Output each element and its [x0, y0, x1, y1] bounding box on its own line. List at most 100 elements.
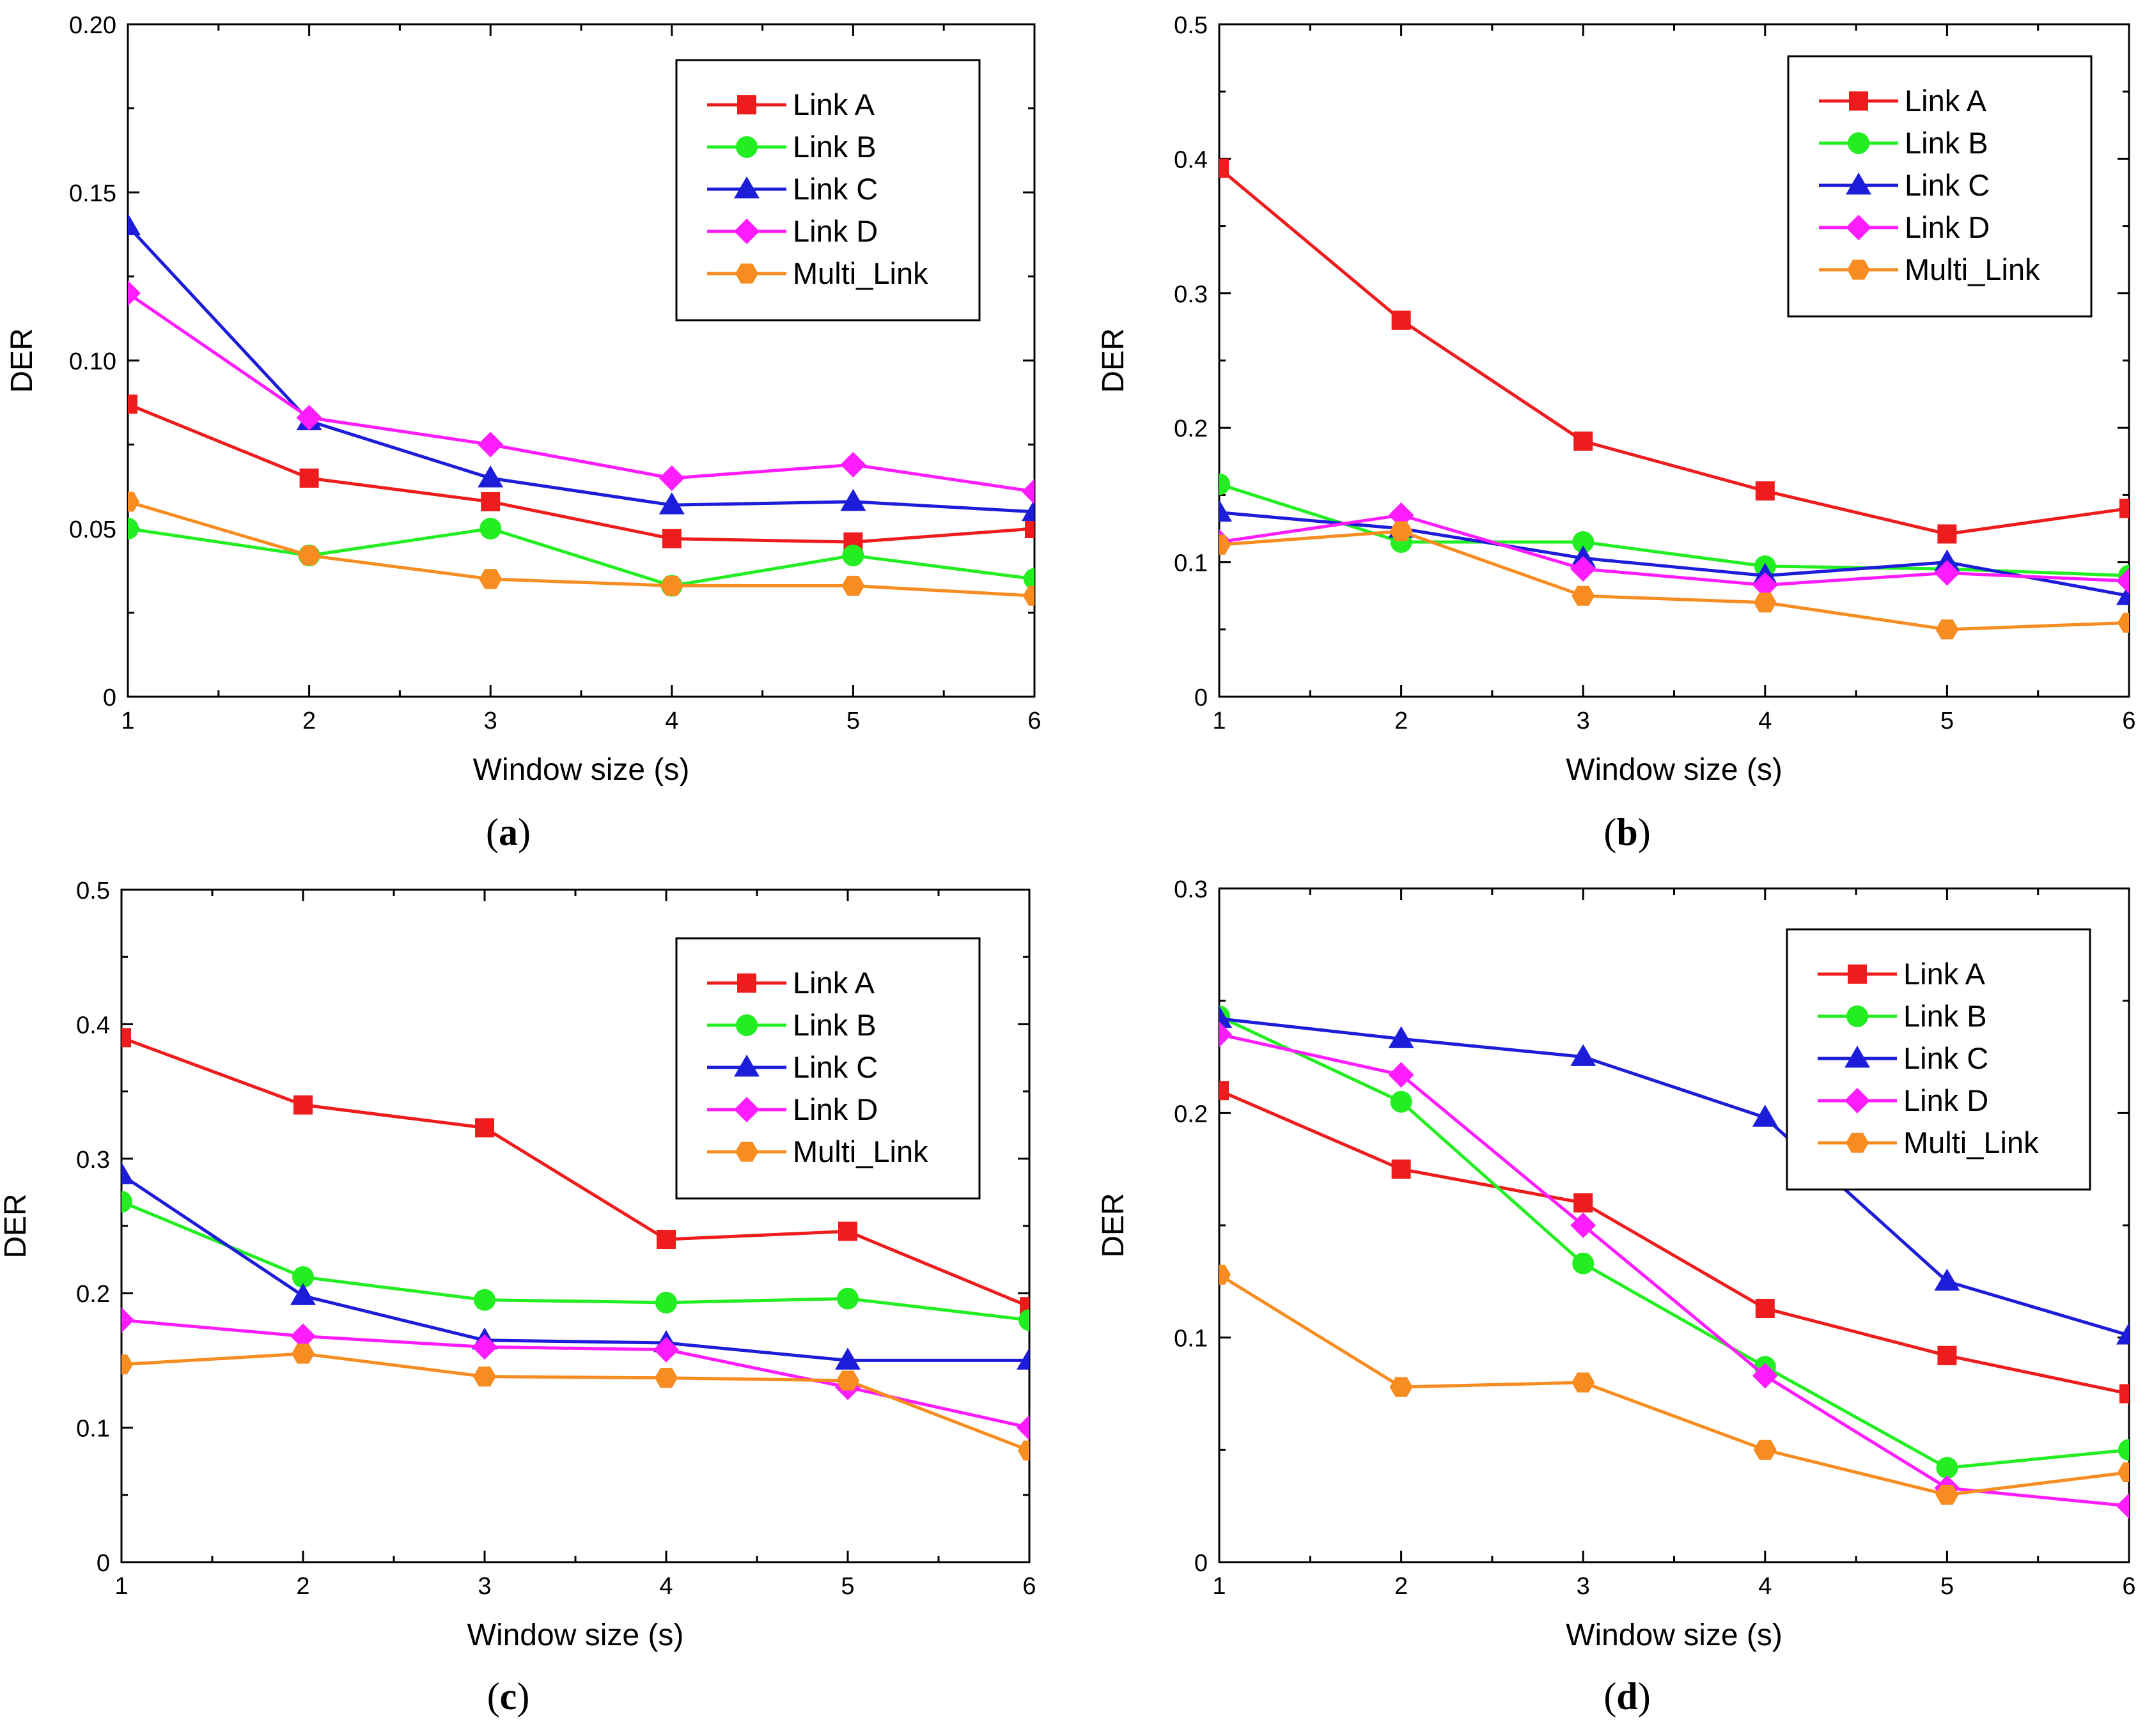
legend-item: Link B: [707, 130, 877, 164]
series-multi-link: [1219, 521, 2129, 640]
legend-label: Multi_Link: [793, 256, 928, 290]
legend-item: Link D: [1819, 210, 1990, 244]
legend-label: Multi_Link: [1905, 252, 2040, 286]
data-point: [662, 529, 682, 548]
data-point: [128, 394, 137, 414]
data-point: [1219, 534, 1231, 555]
data-point: [1752, 572, 1778, 598]
y-tick-label: 0.4: [76, 1012, 110, 1039]
data-point: [1934, 560, 1960, 586]
series-line: [1219, 1017, 2129, 1337]
data-point: [2118, 1439, 2129, 1461]
legend-item: Link C: [707, 1050, 878, 1084]
data-point: [2116, 583, 2129, 605]
data-point: [1753, 1439, 1777, 1460]
legend-label: Link C: [1903, 1041, 1988, 1075]
x-tick-label: 2: [296, 1573, 309, 1600]
plot-area: [1219, 1005, 2129, 1519]
x-tick-label: 4: [1758, 1573, 1772, 1600]
data-point: [1219, 159, 1229, 178]
series-line: [1219, 513, 2129, 587]
y-tick-label: 0.2: [1174, 1101, 1208, 1128]
y-tick-label: 0: [103, 685, 116, 711]
x-tick-label: 6: [1022, 1573, 1036, 1600]
series-link-c: [1219, 499, 2129, 605]
chart-d: 1 2 3 4 5 6 0 0.1 0.2 0.3 Window size (s) DER Link A…: [1096, 876, 2136, 1652]
series-line: [1219, 1014, 2129, 1469]
data-point: [836, 1370, 859, 1391]
data-point: [1936, 1457, 1958, 1479]
y-tick-label: 0.1: [1174, 550, 1208, 577]
series-line: [1219, 1273, 2129, 1497]
data-point: [128, 492, 139, 512]
data-point: [1573, 1193, 1593, 1213]
legend-label: Link D: [1905, 210, 1990, 244]
x-tick-label: 2: [1394, 1573, 1408, 1600]
series-multi-link: [128, 492, 1034, 606]
data-point: [1391, 1159, 1411, 1179]
legend-item: Link C: [707, 172, 878, 206]
series-multi-link: [121, 1344, 1029, 1461]
data-point: [2116, 568, 2129, 594]
y-tick-label: 0.2: [1174, 415, 1208, 442]
series-line: [121, 1036, 1029, 1308]
legend-swatch-marker: [1845, 1046, 1870, 1068]
legend-swatch-marker: [736, 136, 758, 158]
chart-c: 1 2 3 4 5 6 0 0.1 0.2 0.3 0.4 0.5 Window size (s) DER…: [0, 878, 1036, 1652]
legend-label: Link C: [1905, 168, 1990, 202]
data-point: [2116, 1493, 2129, 1519]
legend-item: Link B: [1819, 126, 1988, 160]
y-tick-label: 0.15: [69, 180, 116, 207]
data-point: [296, 405, 322, 431]
data-point: [1219, 473, 1230, 495]
x-tick-label: 5: [1940, 1573, 1954, 1600]
legend-item: Link A: [707, 966, 875, 1000]
data-point: [1937, 1345, 1957, 1365]
data-point: [290, 1323, 316, 1349]
data-point: [481, 492, 501, 511]
legend: Link A Link B Link C Link D Multi_Link: [1787, 55, 2093, 318]
chart-panel-c: 1 2 3 4 5 6 0 0.1 0.2 0.3 0.4 0.5 Window size (s) DER…: [0, 868, 1072, 1736]
data-point: [290, 1283, 316, 1305]
data-point: [840, 488, 866, 511]
series-line: [121, 1318, 1029, 1430]
legend-label: Link A: [1905, 84, 1987, 118]
data-point: [1023, 585, 1034, 606]
y-tick-label: 0.5: [76, 878, 110, 904]
data-point: [292, 1266, 314, 1288]
data-point: [1025, 519, 1034, 538]
legend-label: Link C: [793, 172, 878, 206]
data-point: [840, 452, 866, 478]
series-link-b: [1219, 473, 2129, 587]
y-axis-title: DER: [1096, 328, 1130, 392]
legend-item: Link D: [1818, 1083, 1988, 1117]
data-point: [1018, 1309, 1029, 1331]
data-point: [480, 518, 502, 539]
chart-panel-d: 1 2 3 4 5 6 0 0.1 0.2 0.3 Window size (s) DER Link A…: [1072, 868, 2145, 1736]
legend-swatch-marker: [737, 95, 756, 114]
legend-label: Link C: [793, 1050, 878, 1084]
legend-item: Link B: [707, 1008, 877, 1042]
y-axis-title: DER: [0, 1193, 33, 1258]
data-point: [479, 569, 503, 589]
data-point: [128, 280, 141, 306]
series-line: [1219, 511, 2129, 598]
panel-label: (d): [1603, 1675, 1651, 1717]
series-line: [128, 403, 1034, 544]
data-point: [660, 575, 683, 596]
legend-label: Multi_Link: [1903, 1126, 2039, 1159]
data-point: [838, 1221, 857, 1241]
data-point: [1390, 1090, 1412, 1113]
legend-item: Multi_Link: [707, 1135, 928, 1168]
data-point: [1219, 1081, 1229, 1101]
y-tick-label: 0: [1194, 685, 1208, 711]
legend-item: Link C: [1818, 1041, 1988, 1075]
legend-label: Link D: [793, 1092, 878, 1126]
data-point: [473, 1367, 496, 1387]
data-point: [1219, 1264, 1231, 1285]
series-line: [1219, 167, 2129, 536]
x-tick-label: 6: [2122, 708, 2135, 734]
series-link-d: [121, 1307, 1029, 1441]
data-point: [1937, 524, 1957, 544]
data-point: [1219, 499, 1232, 522]
